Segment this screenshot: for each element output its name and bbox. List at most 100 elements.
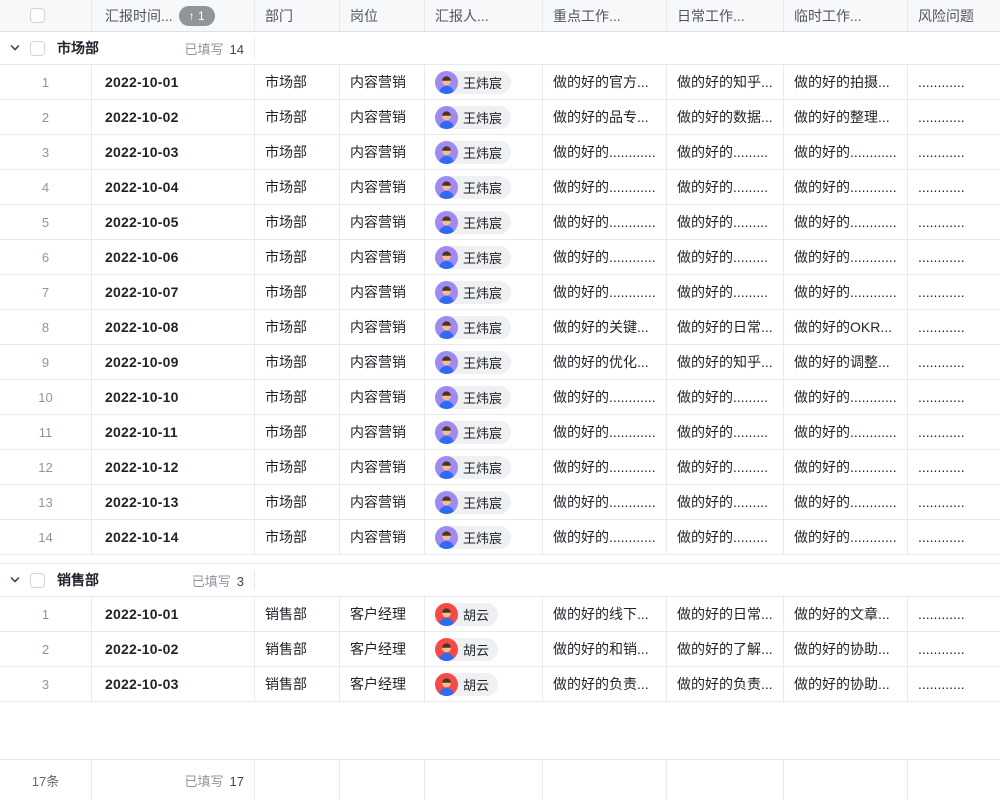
- key-work-cell[interactable]: 做的好的和销...: [543, 632, 667, 666]
- department-cell[interactable]: 市场部: [255, 275, 340, 309]
- position-cell[interactable]: 内容营销: [340, 135, 425, 169]
- reporter-cell[interactable]: 王炜宸: [425, 170, 543, 204]
- position-cell[interactable]: 内容营销: [340, 240, 425, 274]
- position-cell[interactable]: 内容营销: [340, 310, 425, 344]
- temp-work-cell[interactable]: 做的好的协助...: [784, 632, 908, 666]
- risk-cell[interactable]: ............: [918, 529, 965, 545]
- temp-work-cell[interactable]: 做的好的............: [784, 135, 908, 169]
- key-work-cell[interactable]: 做的好的关键...: [543, 310, 667, 344]
- temp-work-cell[interactable]: 做的好的OKR...: [784, 310, 908, 344]
- department-cell[interactable]: 市场部: [255, 205, 340, 239]
- column-header-report-time[interactable]: 汇报时间... ↑ 1: [92, 0, 255, 31]
- risk-cell[interactable]: ............: [918, 214, 965, 230]
- risk-cell[interactable]: ............: [918, 494, 965, 510]
- key-work-cell[interactable]: 做的好的负责...: [543, 667, 667, 701]
- reporter-cell[interactable]: 王炜宸: [425, 380, 543, 414]
- department-cell[interactable]: 市场部: [255, 450, 340, 484]
- daily-work-cell[interactable]: 做的好的.........: [667, 205, 784, 239]
- temp-work-cell[interactable]: 做的好的............: [784, 485, 908, 519]
- position-cell[interactable]: 客户经理: [340, 667, 425, 701]
- column-header-daily-work[interactable]: 日常工作...: [667, 0, 784, 31]
- risk-cell[interactable]: ............: [918, 641, 965, 657]
- daily-work-cell[interactable]: 做的好的日常...: [667, 310, 784, 344]
- key-work-cell[interactable]: 做的好的............: [543, 240, 667, 274]
- department-cell[interactable]: 市场部: [255, 100, 340, 134]
- reporter-cell[interactable]: 王炜宸: [425, 345, 543, 379]
- department-cell[interactable]: 市场部: [255, 135, 340, 169]
- department-cell[interactable]: 市场部: [255, 520, 340, 554]
- temp-work-cell[interactable]: 做的好的............: [784, 205, 908, 239]
- daily-work-cell[interactable]: 做的好的知乎...: [667, 345, 784, 379]
- risk-cell[interactable]: ............: [918, 284, 965, 300]
- risk-cell[interactable]: ............: [918, 606, 965, 622]
- report-date-cell[interactable]: 2022-10-14: [92, 520, 255, 554]
- risk-cell[interactable]: ............: [918, 249, 965, 265]
- reporter-cell[interactable]: 王炜宸: [425, 240, 543, 274]
- daily-work-cell[interactable]: 做的好的负责...: [667, 667, 784, 701]
- position-cell[interactable]: 内容营销: [340, 170, 425, 204]
- temp-work-cell[interactable]: 做的好的............: [784, 450, 908, 484]
- report-date-cell[interactable]: 2022-10-09: [92, 345, 255, 379]
- key-work-cell[interactable]: 做的好的............: [543, 415, 667, 449]
- footer-cell[interactable]: [543, 760, 667, 800]
- risk-cell[interactable]: ............: [918, 389, 965, 405]
- report-date-cell[interactable]: 2022-10-01: [92, 65, 255, 99]
- daily-work-cell[interactable]: 做的好的了解...: [667, 632, 784, 666]
- risk-cell[interactable]: ............: [918, 74, 965, 90]
- reporter-cell[interactable]: 王炜宸: [425, 205, 543, 239]
- temp-work-cell[interactable]: 做的好的............: [784, 275, 908, 309]
- reporter-cell[interactable]: 胡云: [425, 632, 543, 666]
- key-work-cell[interactable]: 做的好的............: [543, 170, 667, 204]
- position-cell[interactable]: 内容营销: [340, 415, 425, 449]
- report-date-cell[interactable]: 2022-10-10: [92, 380, 255, 414]
- report-date-cell[interactable]: 2022-10-03: [92, 135, 255, 169]
- risk-cell[interactable]: ............: [918, 144, 965, 160]
- department-cell[interactable]: 市场部: [255, 345, 340, 379]
- daily-work-cell[interactable]: 做的好的.........: [667, 170, 784, 204]
- footer-cell[interactable]: [340, 760, 425, 800]
- key-work-cell[interactable]: 做的好的............: [543, 275, 667, 309]
- collapse-group-icon[interactable]: [8, 41, 22, 55]
- key-work-cell[interactable]: 做的好的............: [543, 135, 667, 169]
- risk-cell[interactable]: ............: [918, 424, 965, 440]
- report-date-cell[interactable]: 2022-10-06: [92, 240, 255, 274]
- column-header-reporter[interactable]: 汇报人...: [425, 0, 543, 31]
- position-cell[interactable]: 客户经理: [340, 597, 425, 631]
- risk-cell[interactable]: ............: [918, 109, 965, 125]
- collapse-group-icon[interactable]: [8, 573, 22, 587]
- select-all-checkbox[interactable]: [30, 8, 45, 23]
- key-work-cell[interactable]: 做的好的............: [543, 485, 667, 519]
- daily-work-cell[interactable]: 做的好的日常...: [667, 597, 784, 631]
- position-cell[interactable]: 内容营销: [340, 100, 425, 134]
- key-work-cell[interactable]: 做的好的优化...: [543, 345, 667, 379]
- report-date-cell[interactable]: 2022-10-02: [92, 100, 255, 134]
- footer-cell[interactable]: [425, 760, 543, 800]
- temp-work-cell[interactable]: 做的好的............: [784, 520, 908, 554]
- risk-cell[interactable]: ............: [918, 676, 965, 692]
- key-work-cell[interactable]: 做的好的官方...: [543, 65, 667, 99]
- group-checkbox[interactable]: [30, 572, 45, 588]
- temp-work-cell[interactable]: 做的好的调整...: [784, 345, 908, 379]
- footer-filled-cell[interactable]: 已填写 17: [92, 760, 255, 800]
- daily-work-cell[interactable]: 做的好的知乎...: [667, 65, 784, 99]
- footer-cell[interactable]: [908, 760, 1000, 800]
- reporter-cell[interactable]: 王炜宸: [425, 65, 543, 99]
- key-work-cell[interactable]: 做的好的线下...: [543, 597, 667, 631]
- column-header-key-work[interactable]: 重点工作...: [543, 0, 667, 31]
- reporter-cell[interactable]: 王炜宸: [425, 135, 543, 169]
- column-header-temp-work[interactable]: 临时工作...: [784, 0, 908, 31]
- daily-work-cell[interactable]: 做的好的.........: [667, 380, 784, 414]
- reporter-cell[interactable]: 王炜宸: [425, 415, 543, 449]
- department-cell[interactable]: 市场部: [255, 485, 340, 519]
- daily-work-cell[interactable]: 做的好的.........: [667, 240, 784, 274]
- report-date-cell[interactable]: 2022-10-04: [92, 170, 255, 204]
- reporter-cell[interactable]: 王炜宸: [425, 485, 543, 519]
- reporter-cell[interactable]: 王炜宸: [425, 450, 543, 484]
- key-work-cell[interactable]: 做的好的............: [543, 520, 667, 554]
- group-checkbox[interactable]: [30, 40, 45, 56]
- column-header-position[interactable]: 岗位: [340, 0, 425, 31]
- temp-work-cell[interactable]: 做的好的文章...: [784, 597, 908, 631]
- daily-work-cell[interactable]: 做的好的.........: [667, 135, 784, 169]
- position-cell[interactable]: 内容营销: [340, 520, 425, 554]
- position-cell[interactable]: 内容营销: [340, 65, 425, 99]
